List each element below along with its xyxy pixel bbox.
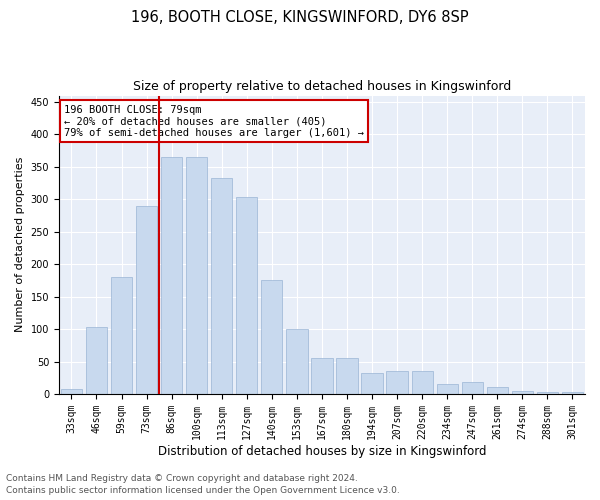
Bar xyxy=(562,392,583,394)
Bar xyxy=(61,389,82,394)
Title: Size of property relative to detached houses in Kingswinford: Size of property relative to detached ho… xyxy=(133,80,511,93)
Bar xyxy=(337,358,358,394)
Bar xyxy=(286,329,308,394)
Bar xyxy=(261,280,283,394)
Bar xyxy=(236,198,257,394)
Text: Contains HM Land Registry data © Crown copyright and database right 2024.
Contai: Contains HM Land Registry data © Crown c… xyxy=(6,474,400,495)
Bar xyxy=(211,178,232,394)
Bar xyxy=(136,206,157,394)
Bar xyxy=(86,327,107,394)
X-axis label: Distribution of detached houses by size in Kingswinford: Distribution of detached houses by size … xyxy=(158,444,486,458)
Bar xyxy=(537,392,558,394)
Bar xyxy=(111,277,132,394)
Bar xyxy=(461,382,483,394)
Text: 196, BOOTH CLOSE, KINGSWINFORD, DY6 8SP: 196, BOOTH CLOSE, KINGSWINFORD, DY6 8SP xyxy=(131,10,469,25)
Bar xyxy=(412,372,433,394)
Text: 196 BOOTH CLOSE: 79sqm
← 20% of detached houses are smaller (405)
79% of semi-de: 196 BOOTH CLOSE: 79sqm ← 20% of detached… xyxy=(64,104,364,138)
Bar xyxy=(487,388,508,394)
Bar xyxy=(512,390,533,394)
Bar xyxy=(161,157,182,394)
Bar xyxy=(361,373,383,394)
Bar xyxy=(437,384,458,394)
Bar xyxy=(386,372,408,394)
Bar xyxy=(186,157,208,394)
Y-axis label: Number of detached properties: Number of detached properties xyxy=(15,157,25,332)
Bar xyxy=(311,358,332,394)
